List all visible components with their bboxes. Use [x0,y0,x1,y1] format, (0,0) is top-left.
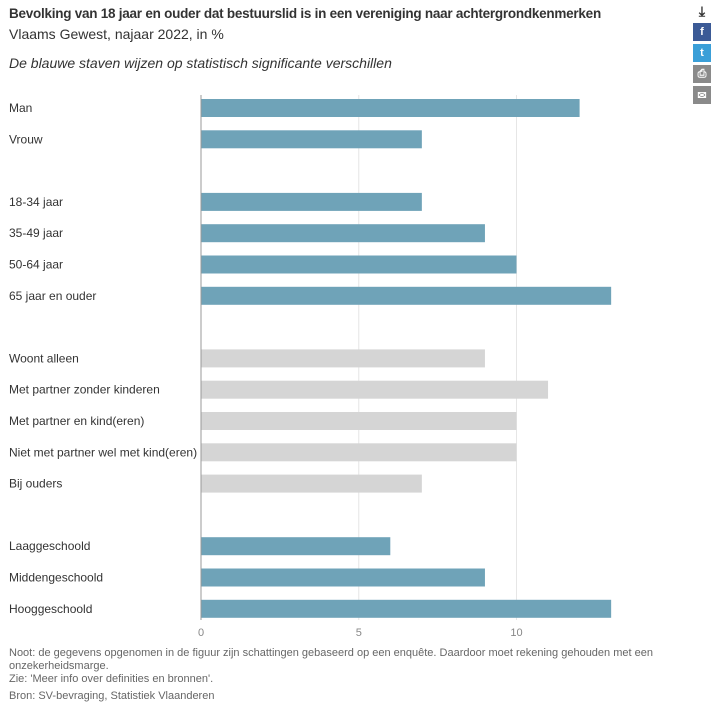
email-icon[interactable]: ✉ [693,86,711,104]
chart-description: De blauwe staven wijzen op statistisch s… [9,55,392,71]
bar [201,255,517,274]
chart-subtitle: Vlaams Gewest, najaar 2022, in % [9,26,224,42]
bar [201,537,391,556]
footnote: Noot: de gegevens opgenomen in de figuur… [9,647,714,686]
x-tick-label: 5 [356,627,362,639]
share-toolbar: ⤓ f t ⎙ ✉ [693,2,711,107]
bar [201,224,485,243]
category-label: 65 jaar en ouder [9,289,96,303]
chart-header: Bevolking van 18 jaar en ouder dat bestu… [9,5,689,72]
print-icon[interactable]: ⎙ [693,65,711,83]
category-label: Met partner zonder kinderen [9,383,160,397]
category-label: Laaggeschoold [9,539,90,553]
facebook-icon[interactable]: f [693,23,711,41]
category-label: Bij ouders [9,477,62,491]
category-label: Met partner en kind(eren) [9,414,144,428]
download-icon[interactable]: ⤓ [698,2,706,19]
bar [201,568,485,587]
category-label: 50-64 jaar [9,258,63,272]
bar [201,192,422,211]
chart-title: Bevolking van 18 jaar en ouder dat bestu… [9,6,601,21]
category-label: Niet met partner wel met kind(eren) [9,445,197,459]
bar [201,99,580,117]
bar [201,443,517,462]
bar [201,380,549,399]
bar [201,474,422,493]
bar [201,599,612,618]
bar [201,349,485,368]
category-label: Vrouw [9,132,43,146]
category-label: 18-34 jaar [9,195,63,209]
bar-chart: 0 5 10 Man Vrouw 18-34 jaar 35-49 jaar 50-64 ja… [9,95,612,639]
category-label: Woont alleen [9,351,79,365]
x-tick-label: 0 [198,627,204,639]
category-label: 35-49 jaar [9,226,63,240]
category-label: Hooggeschoold [9,602,92,616]
chart-footer: Noot: de gegevens opgenomen in de figuur… [9,647,714,703]
category-label: Man [9,101,32,115]
note-link-line: Zie: 'Meer info over definities en bronn… [9,673,214,685]
bar [201,412,517,430]
bar [201,286,612,305]
x-tick-label: 10 [510,627,522,639]
twitter-icon[interactable]: t [693,44,711,62]
category-label: Middengeschoold [9,571,103,585]
source: Bron: SV-bevraging, Statistiek Vlaandere… [9,690,215,702]
bar [201,130,422,149]
note-line: Noot: de gegevens opgenomen in de figuur… [9,647,653,672]
